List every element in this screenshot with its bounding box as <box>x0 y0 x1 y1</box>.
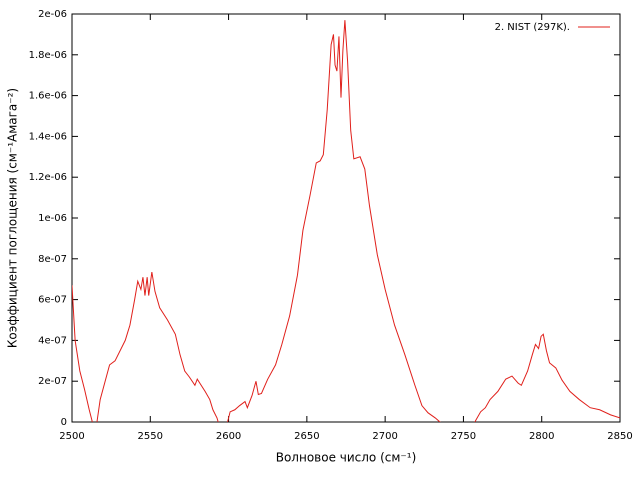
y-tick-label: 1.8e-06 <box>29 50 67 61</box>
y-tick-label: 8e-07 <box>38 254 67 265</box>
x-tick-label: 2700 <box>372 431 397 442</box>
x-tick-label: 2750 <box>451 431 476 442</box>
y-tick-label: 2e-07 <box>38 376 67 387</box>
data-line <box>72 20 620 422</box>
x-tick-label: 2600 <box>216 431 241 442</box>
x-tick-label: 2800 <box>529 431 554 442</box>
y-tick-label: 1.6e-06 <box>29 91 67 102</box>
y-tick-label: 1.4e-06 <box>29 131 67 142</box>
x-tick-label: 2650 <box>294 431 319 442</box>
x-axis-label: Волновое число (см⁻¹) <box>276 451 417 465</box>
x-tick-label: 2500 <box>59 431 84 442</box>
y-tick-label: 1e-06 <box>38 213 67 224</box>
y-axis-label: Коэффициент поглощения (см⁻¹Амага⁻²) <box>6 88 20 348</box>
x-tick-label: 2550 <box>138 431 163 442</box>
y-tick-label: 1.2e-06 <box>29 172 67 183</box>
y-tick-label: 4e-07 <box>38 335 67 346</box>
y-tick-label: 6e-07 <box>38 295 67 306</box>
y-tick-label: 0 <box>61 417 67 428</box>
legend-label: 2. NIST (297K). <box>495 22 570 33</box>
x-tick-label: 2850 <box>607 431 632 442</box>
y-tick-label: 2e-06 <box>38 9 67 20</box>
plot-frame <box>71 13 621 423</box>
